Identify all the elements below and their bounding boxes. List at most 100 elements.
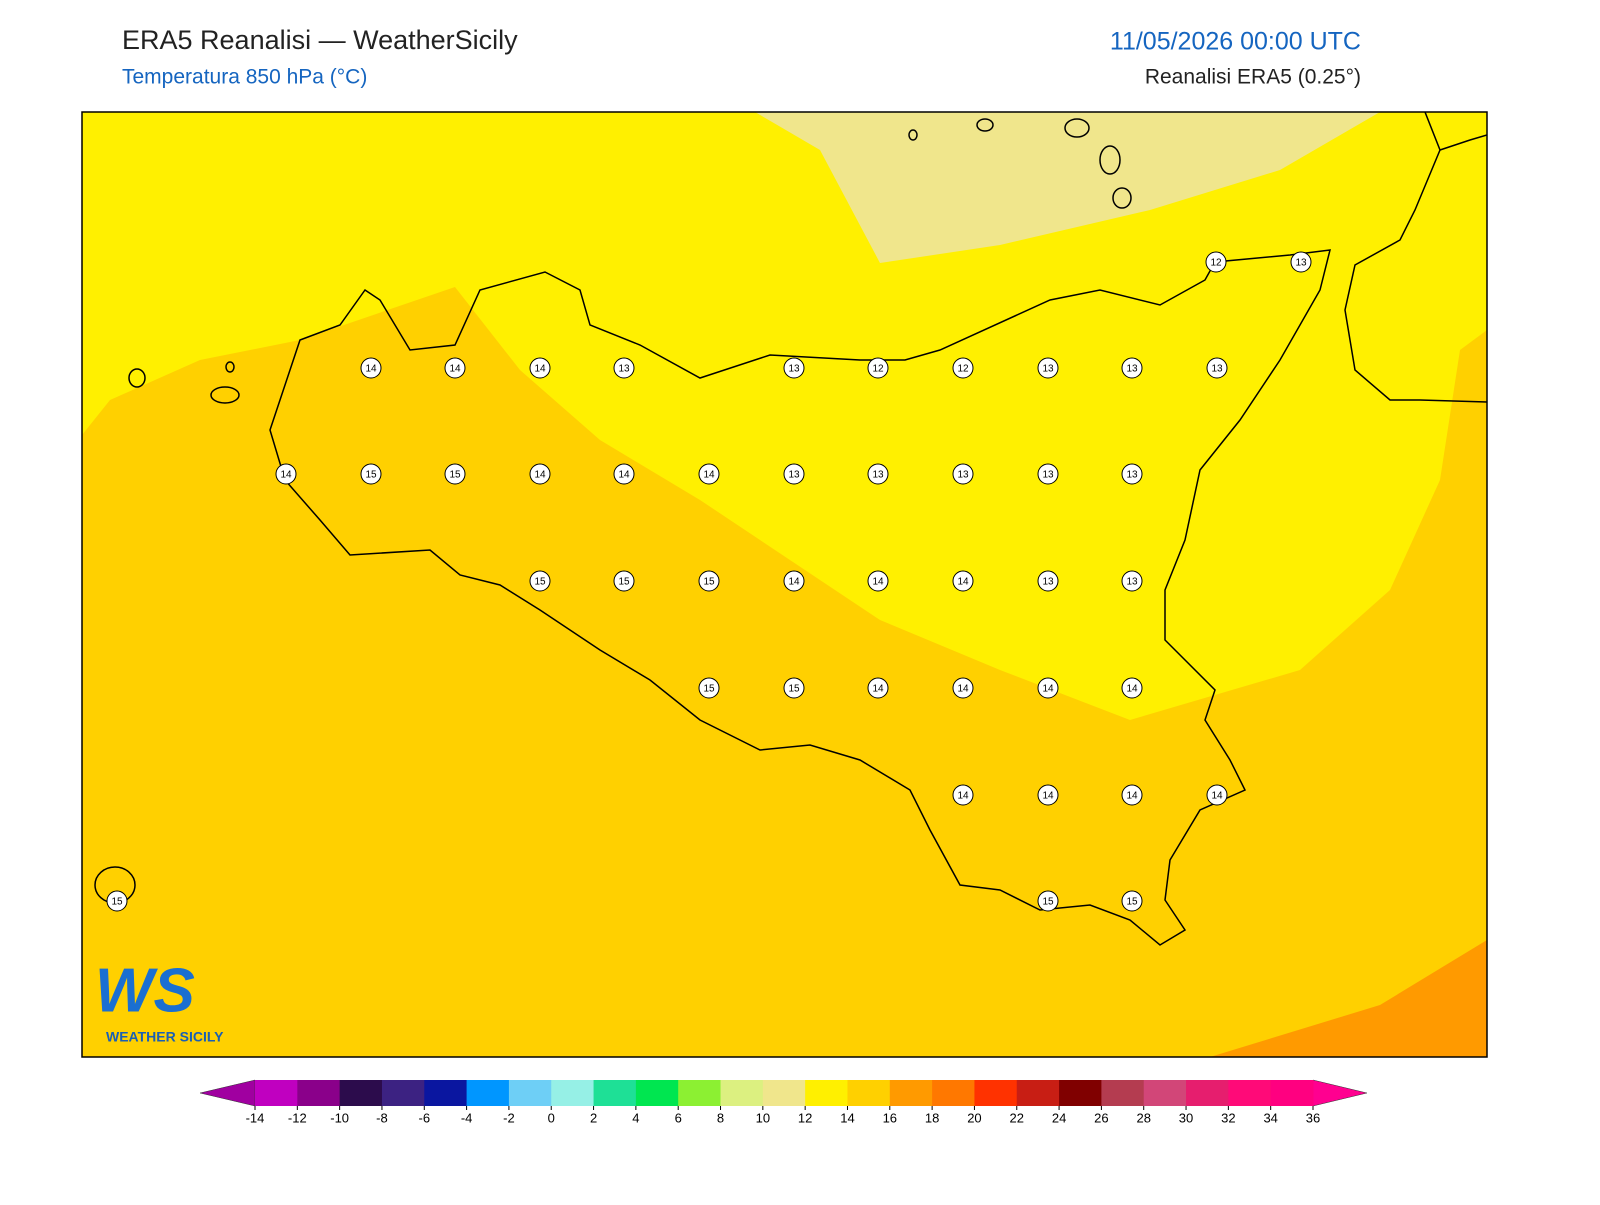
band-10-12	[755, 112, 1380, 263]
colorbar-tick-label: 30	[1179, 1110, 1193, 1125]
station-value: 13	[1126, 470, 1138, 481]
station-marker	[1206, 784, 1228, 806]
colorbar-swatch	[847, 1080, 891, 1106]
station-marker	[444, 357, 466, 379]
station-marker	[1121, 677, 1143, 699]
colorbar-tick-label: -4	[461, 1110, 473, 1125]
colorbar-tick-label: 36	[1306, 1110, 1320, 1125]
station-value: 13	[618, 364, 630, 375]
station-value: 13	[788, 364, 800, 375]
title: ERA5 Reanalisi — WeatherSicily	[122, 25, 518, 55]
colorbar-tick-label: -8	[376, 1110, 388, 1125]
sicily-coast	[269, 249, 1331, 946]
colorbar-tick-label: 4	[632, 1110, 639, 1125]
station-marker	[360, 357, 382, 379]
station-value: 13	[1126, 364, 1138, 375]
station-marker	[613, 570, 635, 592]
station-marker	[952, 677, 974, 699]
station-marker	[275, 463, 297, 485]
subtitle: Temperatura 850 hPa (°C)	[122, 66, 367, 89]
station-value: 14	[1126, 684, 1138, 695]
station-marker	[1121, 463, 1143, 485]
map-frame	[81, 111, 1488, 1058]
colorbar-tick-label: 12	[798, 1110, 812, 1125]
station-marker	[698, 570, 720, 592]
colorbar-tick-label: 18	[925, 1110, 939, 1125]
station-marker	[1121, 357, 1143, 379]
station-value: 15	[1042, 897, 1054, 908]
colorbar-tick-label: 22	[1010, 1110, 1024, 1125]
colorbar-tick-label: -6	[418, 1110, 430, 1125]
station-value: 14	[957, 791, 969, 802]
station-value: 13	[957, 470, 969, 481]
colorbar-tick-label: 0	[548, 1110, 555, 1125]
station-marker	[783, 570, 805, 592]
station-value: 14	[534, 364, 546, 375]
station-value: 14	[703, 470, 715, 481]
station-value: 15	[703, 684, 715, 695]
station-marker	[613, 463, 635, 485]
station-marker	[698, 463, 720, 485]
station-value: 12	[957, 364, 969, 375]
colorbar-swatch	[1101, 1080, 1145, 1106]
colorbar-tick-label: 20	[967, 1110, 981, 1125]
station-marker	[1037, 890, 1059, 912]
station-value: 14	[1042, 684, 1054, 695]
colorbar-swatch	[1186, 1080, 1229, 1106]
map: 12 13 14 14 14 13 13 12 12 13 13 13 14 15 15 14 14 14 13 13…	[81, 111, 1488, 1058]
station-value: 14	[534, 470, 546, 481]
station-marker	[952, 357, 974, 379]
station-marker	[106, 890, 128, 912]
station-value: 14	[957, 684, 969, 695]
colorbar-tick-label: 8	[717, 1110, 724, 1125]
colorbar-swatch	[932, 1080, 975, 1106]
station-value: 13	[1042, 364, 1054, 375]
colorbar-tick-label: 34	[1263, 1110, 1277, 1125]
station-marker	[1121, 784, 1143, 806]
colorbar-tick-label: -2	[503, 1110, 515, 1125]
station-value: 15	[703, 577, 715, 588]
colorbar-swatch	[889, 1080, 933, 1106]
station-marker	[529, 570, 551, 592]
station-marker	[1037, 784, 1059, 806]
band-12-14	[82, 112, 1487, 720]
colorbar-under	[199, 1079, 256, 1107]
colorbar-swatch	[720, 1080, 764, 1106]
colorbar-tick-label: 28	[1136, 1110, 1150, 1125]
station-marker	[867, 463, 889, 485]
colorbar-tick-label: 2	[590, 1110, 597, 1125]
colorbar-swatch	[424, 1080, 468, 1106]
station-value: 13	[1295, 258, 1307, 269]
station-value: 14	[1042, 791, 1054, 802]
station-value: 15	[449, 470, 461, 481]
station-marker	[952, 463, 974, 485]
station-marker	[1206, 357, 1228, 379]
station-marker	[867, 357, 889, 379]
station-value: 12	[872, 364, 884, 375]
station-marker	[867, 677, 889, 699]
station-value: 15	[788, 684, 800, 695]
station-value: 15	[365, 470, 377, 481]
colorbar-swatch	[297, 1080, 341, 1106]
station-marker	[529, 357, 551, 379]
station-marker	[952, 570, 974, 592]
station-value: 14	[788, 577, 800, 588]
station-value: 15	[534, 577, 546, 588]
colorbar-swatch	[466, 1080, 510, 1106]
station-marker	[783, 357, 805, 379]
date: 11/05/2026 00:00 UTC	[1110, 28, 1361, 56]
calabria-coast	[1344, 112, 1487, 403]
station-marker	[1037, 463, 1059, 485]
colorbar-tick-label: 14	[840, 1110, 854, 1125]
station-value: 14	[280, 470, 292, 481]
station-value: 14	[618, 470, 630, 481]
band-16-18	[1210, 940, 1487, 1057]
colorbar-swatch	[551, 1080, 595, 1106]
station-marker	[783, 463, 805, 485]
station-value: 13	[788, 470, 800, 481]
station-labels: 12 13 14 14 14 13 13 12 12 13 13 13 14 15 15 14 14 14 13 13…	[106, 251, 1312, 912]
colorbar-tick-label: -12	[288, 1110, 307, 1125]
colorbar-swatch	[678, 1080, 722, 1106]
station-marker	[1037, 357, 1059, 379]
